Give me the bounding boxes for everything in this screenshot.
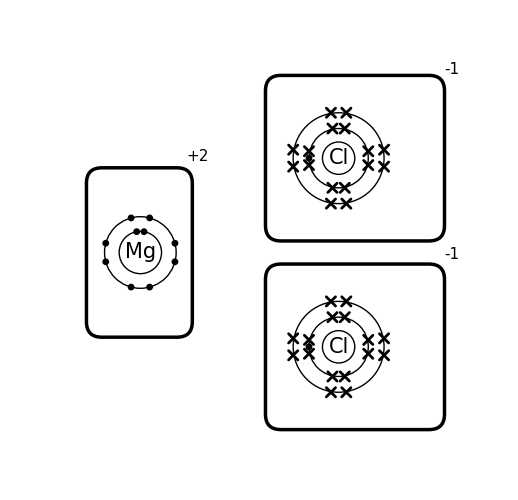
Text: Cl: Cl [328,148,349,168]
Circle shape [147,215,152,220]
Text: -1: -1 [444,247,459,262]
Circle shape [306,344,312,350]
Text: -1: -1 [444,62,459,78]
Text: Cl: Cl [328,337,349,357]
Circle shape [141,229,147,234]
Circle shape [172,259,178,264]
Circle shape [128,215,134,220]
Circle shape [103,259,108,264]
Circle shape [134,229,139,234]
Circle shape [128,284,134,290]
Circle shape [103,240,108,246]
Circle shape [306,156,312,161]
Circle shape [147,284,152,290]
Circle shape [172,240,178,246]
Text: +2: +2 [186,149,209,164]
Text: Mg: Mg [125,242,156,262]
